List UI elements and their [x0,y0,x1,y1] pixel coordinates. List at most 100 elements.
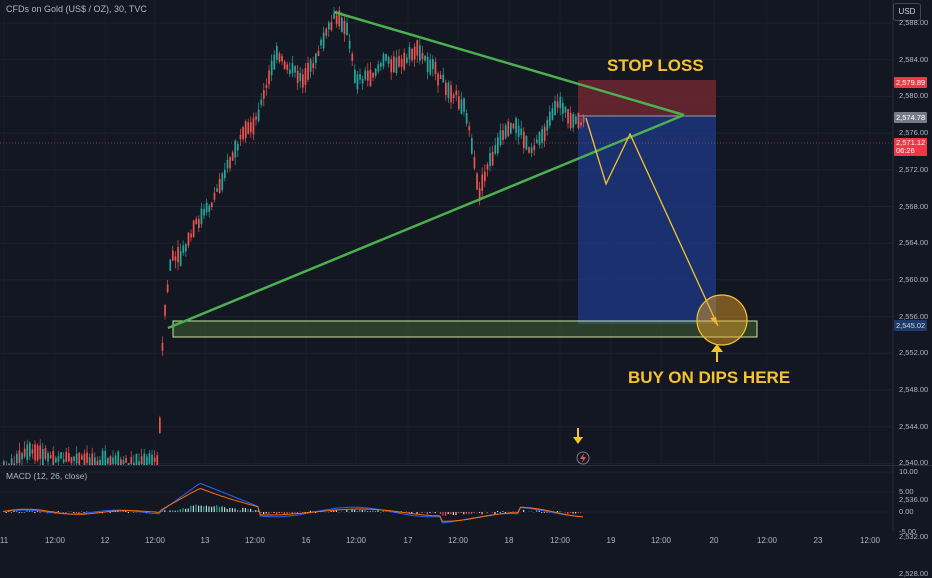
candle-body [281,56,283,61]
stop-price-tag: 2,579.89 [894,77,927,88]
macd-histogram-bar [219,507,220,512]
candle-body [50,455,52,458]
time-axis-label: 12:00 [245,536,265,545]
macd-histogram-bar [502,511,503,512]
candle-body [208,206,210,212]
current-price-tag: 2,571.12 06:26 [894,138,927,156]
macd-histogram-bar [237,510,238,512]
candle-body [310,60,312,72]
candle-body [149,453,151,464]
macd-histogram-bar [453,512,454,515]
candle-body [328,23,330,30]
candle-body [164,305,166,316]
candle-body [182,246,184,253]
candle-body [559,97,561,109]
candle-body [489,153,491,166]
macd-histogram-bar [468,512,469,514]
macd-histogram-bar [203,506,204,512]
macd-histogram-bar [575,512,576,514]
candle-body [580,122,582,126]
candle-body [554,101,556,115]
time-axis-label: 23 [814,536,823,545]
candle-body [102,451,104,465]
countdown-timer: 06:26 [896,147,925,155]
candle-body [151,455,153,465]
candle-body [203,209,205,216]
macd-histogram-bar [216,505,217,512]
candle-body [245,121,247,138]
candle-body [297,71,299,83]
macd-histogram-bar [471,512,472,514]
candle-body [513,124,515,129]
candle-body [260,99,262,104]
candle-body [172,251,174,261]
macd-histogram-bar [289,512,290,513]
candle-body [63,459,65,462]
candle-body [583,116,585,122]
candle-body [458,96,460,109]
macd-histogram-bar [302,512,303,513]
macd-histogram-bar [229,508,230,512]
time-axis-label: 11 [0,536,8,545]
candle-body [55,458,57,463]
candle-body [333,14,335,19]
time-axis-label: 12 [101,536,110,545]
candle-body [312,63,314,68]
macd-histogram-bar [253,511,254,512]
candle-body [271,61,273,75]
candle-body [424,56,426,61]
candle-body [224,170,226,178]
price-axis-label: 2,552.00 [899,348,928,357]
flash-icon[interactable] [577,452,589,464]
candle-body [169,260,171,271]
candle-body [502,130,504,140]
price-axis-label: 2,572.00 [899,165,928,174]
macd-histogram-bar [263,512,264,514]
macd-histogram-bar [136,512,137,513]
macd-histogram-bar [372,511,373,512]
candle-body [47,453,49,462]
macd-histogram-bar [250,509,251,512]
price-axis-label: 2,576.00 [899,128,928,137]
macd-histogram-bar [266,512,267,514]
candle-body [435,62,437,74]
candle-body [331,22,333,30]
macd-histogram-bar [466,512,467,514]
macd-histogram-bar [544,512,545,513]
candle-body [195,219,197,224]
macd-histogram-bar [362,510,363,512]
macd-histogram-bar [6,512,7,513]
candle-body [232,152,234,160]
down-arrow-icon [573,428,583,444]
candle-body [318,51,320,56]
macd-histogram-bar [190,506,191,512]
candle-body [463,98,465,111]
candle-body [507,121,509,136]
candle-body [305,68,307,85]
candle-body [185,244,187,251]
candle-body [190,234,192,238]
candle-body [562,103,564,114]
candle-body [177,247,179,262]
candle-body [26,445,28,460]
candle-body [380,63,382,67]
candle-body [268,71,270,85]
macd-histogram-bar [86,511,87,512]
macd-histogram-bar [357,511,358,512]
macd-histogram-bar [427,512,428,514]
candle-body [276,46,278,60]
macd-histogram-bar [227,509,228,512]
candle-body [401,59,403,67]
target-zone [578,116,716,324]
candle-body [383,54,385,66]
price-chart[interactable] [0,0,932,465]
candle-body [497,137,499,153]
macd-histogram-bar [21,512,22,513]
macd-histogram-bar [16,511,17,512]
macd-chart[interactable] [0,466,932,531]
candle-body [255,116,257,119]
candle-body [448,82,450,98]
macd-histogram-bar [461,512,462,513]
candle-body [299,73,301,81]
candle-body [515,118,517,133]
